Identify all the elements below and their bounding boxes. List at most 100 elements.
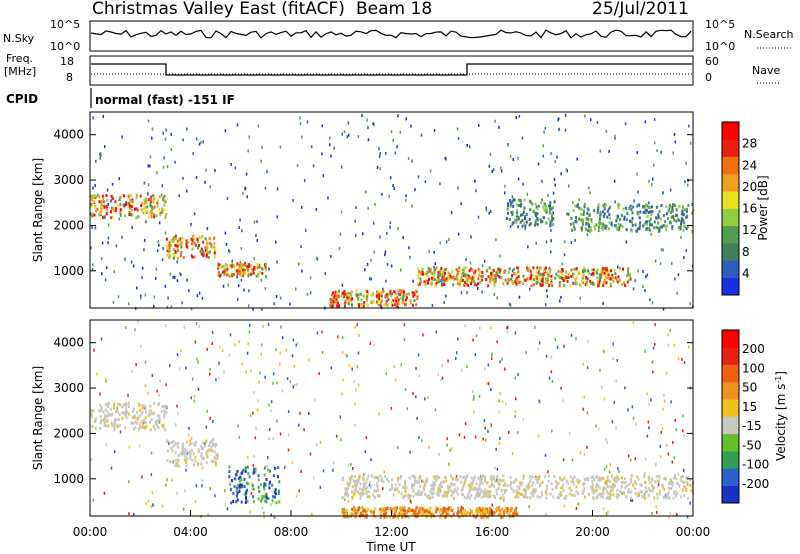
echo-band-cell [516,278,519,282]
echo-band-cell [626,280,629,284]
echo-point [214,169,216,173]
echo-point [258,380,260,384]
echo-band-cell [689,483,692,487]
echo-band-cell [401,299,404,303]
echo-band-cell [426,512,429,516]
echo-band-cell [477,508,480,511]
echo-band-cell [487,284,490,288]
echo-point [615,379,617,383]
echo-point [172,275,174,279]
echo-band-cell [494,496,497,500]
echo-band-cell [479,477,482,481]
echo-point [324,272,327,275]
echo-point [266,169,268,173]
echo-point [572,281,574,285]
echo-band-cell [143,207,146,210]
power-panel-frame [89,111,694,309]
echo-point [566,212,568,216]
echo-point [201,466,204,470]
echo-band-cell [533,488,536,492]
echo-point [272,372,275,376]
echo-band-cell [682,225,685,229]
colorbar-tick-label: 200 [742,342,765,356]
echo-band-cell [489,490,492,494]
echo-band-cell [538,495,541,499]
echo-point [224,489,226,493]
echo-point [279,362,281,366]
echo-point [365,190,367,194]
echo-point [330,254,332,258]
echo-band-cell [366,303,369,307]
echo-band-cell [149,404,152,408]
echo-band-cell [518,198,521,202]
echo-band-cell [600,272,603,276]
echo-band-cell [478,484,481,487]
echo-band-cell [178,238,181,242]
echo-band-cell [526,496,529,500]
echo-band-cell [638,224,641,228]
echo-band-cell [625,495,628,498]
echo-point [636,151,638,155]
echo-band-cell [402,509,405,513]
echo-point [128,512,130,516]
echo-point [551,214,553,218]
echo-point [224,231,227,235]
echo-band-cell [251,484,254,488]
echo-band-cell [402,485,405,489]
echo-band-cell [461,273,464,277]
echo-band-cell [118,198,121,201]
echo-point [682,429,684,433]
echo-band-cell [524,495,527,498]
echo-band-cell [277,489,280,493]
echo-band-cell [517,270,520,274]
echo-point [209,185,211,189]
echo-band-cell [222,270,224,274]
echo-band-cell [395,302,398,306]
echo-point [212,420,214,423]
echo-band-cell [245,490,248,494]
echo-band-cell [552,206,554,209]
echo-point [654,323,656,327]
echo-band-cell [678,204,681,208]
echo-band-cell [386,515,389,519]
echo-band-cell [457,282,460,286]
echo-band-cell [364,515,367,519]
echo-band-cell [358,474,361,478]
echo-band-cell [618,203,621,207]
echo-point [206,347,208,351]
echo-point [347,500,349,504]
echo-point [466,143,468,147]
echo-band-cell [536,223,539,226]
echo-band-cell [240,471,243,475]
echo-band-cell [472,271,475,275]
echo-band-cell [385,511,388,515]
echo-band-cell [584,227,587,231]
echo-band-cell [408,496,411,500]
echo-point [562,399,564,403]
echo-point [433,128,436,132]
echo-band-cell [353,491,356,495]
echo-point [238,340,240,344]
echo-band-cell [351,507,353,511]
echo-band-cell [90,195,93,198]
echo-band-cell [347,302,350,306]
echo-band-cell [210,245,213,249]
echo-band-cell [394,292,397,296]
echo-point [560,172,562,176]
echo-band-cell [496,273,499,277]
echo-band-cell [133,416,136,420]
echo-point [333,461,335,465]
echo-band-cell [450,474,453,478]
echo-band-cell [647,487,650,491]
echo-band-cell [119,208,122,212]
echo-point [689,501,691,505]
echo-band-cell [678,226,680,230]
echo-band-cell [169,243,172,247]
echo-band-cell [189,442,192,446]
echo-band-cell [182,236,185,240]
echo-band-cell [391,485,394,489]
echo-point [529,287,531,291]
echo-point [685,161,687,165]
echo-band-cell [642,495,645,499]
nsky-ytop: 10^5 [50,18,80,31]
